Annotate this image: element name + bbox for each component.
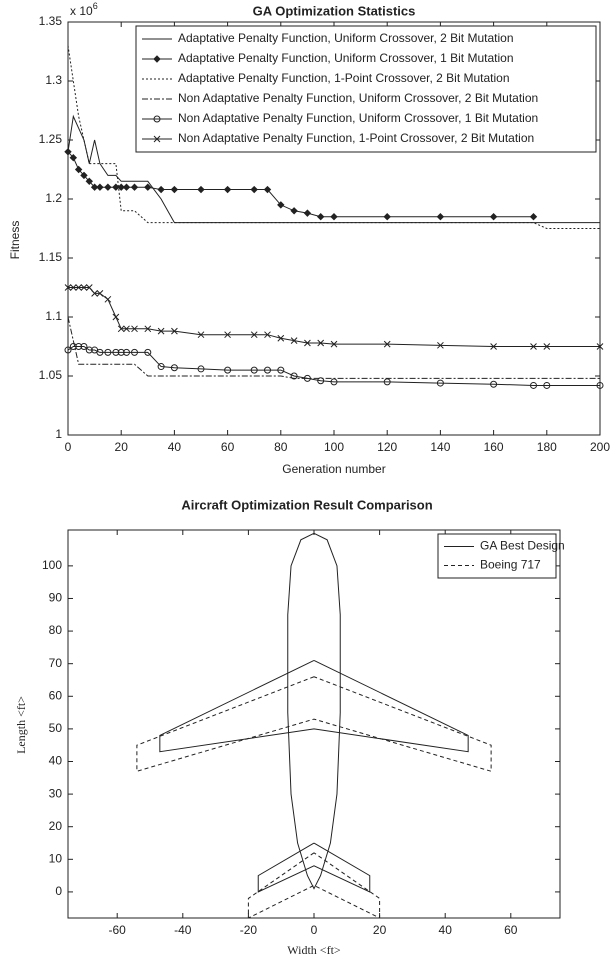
x-tick-label: 20	[373, 923, 387, 937]
data-point	[384, 214, 390, 220]
chart-title: GA Optimization Statistics	[253, 3, 416, 18]
y-tick-label: 20	[49, 819, 63, 833]
x-tick-label: 100	[324, 440, 344, 454]
y-tick-label: 1.15	[39, 250, 63, 264]
legend-label: Adaptative Penalty Function, 1-Point Cro…	[178, 71, 510, 85]
y-tick-label: 10	[49, 851, 63, 865]
data-point	[171, 187, 177, 193]
x-tick-label: 40	[439, 923, 453, 937]
page: GA Optimization Statistics x 106 Generat…	[0, 0, 614, 962]
y-tick-label: 50	[49, 721, 63, 735]
x-tick-label: 120	[377, 440, 397, 454]
data-point	[304, 210, 310, 216]
y-tick-label: 1.2	[45, 191, 62, 205]
y-multiplier: x 106	[70, 1, 98, 18]
x-tick-label: 0	[65, 440, 72, 454]
x-tick-label: 0	[311, 923, 318, 937]
data-point	[331, 214, 337, 220]
data-point	[198, 187, 204, 193]
y-tick-label: 1.05	[39, 368, 63, 382]
legend-label: GA Best Design	[480, 539, 565, 553]
x-tick-label: 140	[430, 440, 450, 454]
data-point	[225, 187, 231, 193]
x-tick-label: 20	[115, 440, 129, 454]
data-point	[97, 184, 103, 190]
legend-label: Non Adaptative Penalty Function, Uniform…	[178, 111, 538, 125]
x-tick-label: 60	[221, 440, 235, 454]
legend-label: Boeing 717	[480, 558, 541, 572]
legend-label: Adaptative Penalty Function, Uniform Cro…	[178, 31, 514, 45]
series-line	[68, 152, 534, 217]
y-axis-label: Fitness	[8, 221, 22, 260]
series-line	[68, 317, 600, 378]
y-tick-label: 0	[55, 884, 62, 898]
series-line	[160, 533, 468, 892]
legend-label: Non Adaptative Penalty Function, Uniform…	[178, 91, 538, 105]
x-tick-label: -20	[240, 923, 258, 937]
data-point	[132, 184, 138, 190]
multiplier-exponent: 6	[93, 1, 98, 11]
legend-label: Non Adaptative Penalty Function, 1-Point…	[178, 131, 534, 145]
multiplier-base: x 10	[70, 4, 93, 18]
y-tick-label: 1.25	[39, 132, 63, 146]
data-point	[291, 208, 297, 214]
y-axis-label: Length <ft>	[14, 696, 28, 754]
y-tick-label: 70	[49, 656, 63, 670]
series-line	[68, 347, 600, 386]
y-tick-label: 40	[49, 754, 63, 768]
y-tick-label: 30	[49, 786, 63, 800]
data-point	[318, 214, 324, 220]
data-point	[437, 214, 443, 220]
y-tick-label: 80	[49, 623, 63, 637]
data-point	[251, 187, 257, 193]
x-tick-label: -60	[109, 923, 127, 937]
y-tick-label: 90	[49, 591, 63, 605]
data-point	[491, 214, 497, 220]
chart-title: Aircraft Optimization Result Comparison	[181, 497, 432, 512]
x-tick-label: 40	[168, 440, 182, 454]
series-line	[68, 288, 600, 347]
data-point	[158, 187, 164, 193]
x-tick-label: 160	[484, 440, 504, 454]
y-tick-label: 1.35	[39, 14, 63, 28]
x-tick-label: -40	[174, 923, 192, 937]
x-tick-label: 80	[274, 440, 288, 454]
y-tick-label: 1	[55, 427, 62, 441]
data-point	[105, 184, 111, 190]
data-point	[105, 296, 111, 302]
y-tick-label: 100	[42, 558, 62, 572]
x-tick-label: 60	[504, 923, 518, 937]
data-point	[124, 184, 130, 190]
data-point	[145, 184, 151, 190]
y-tick-label: 60	[49, 688, 63, 702]
y-tick-label: 1.1	[45, 309, 62, 323]
plot-frame	[68, 530, 560, 918]
series-line	[137, 677, 491, 918]
x-tick-label: 180	[537, 440, 557, 454]
data-point	[113, 314, 119, 320]
data-point	[531, 214, 537, 220]
x-axis-label: Width <ft>	[287, 943, 341, 957]
x-axis-label: Generation number	[282, 462, 385, 476]
x-tick-label: 200	[590, 440, 610, 454]
y-tick-label: 1.3	[45, 73, 62, 87]
legend-label: Adaptative Penalty Function, Uniform Cro…	[178, 51, 514, 65]
